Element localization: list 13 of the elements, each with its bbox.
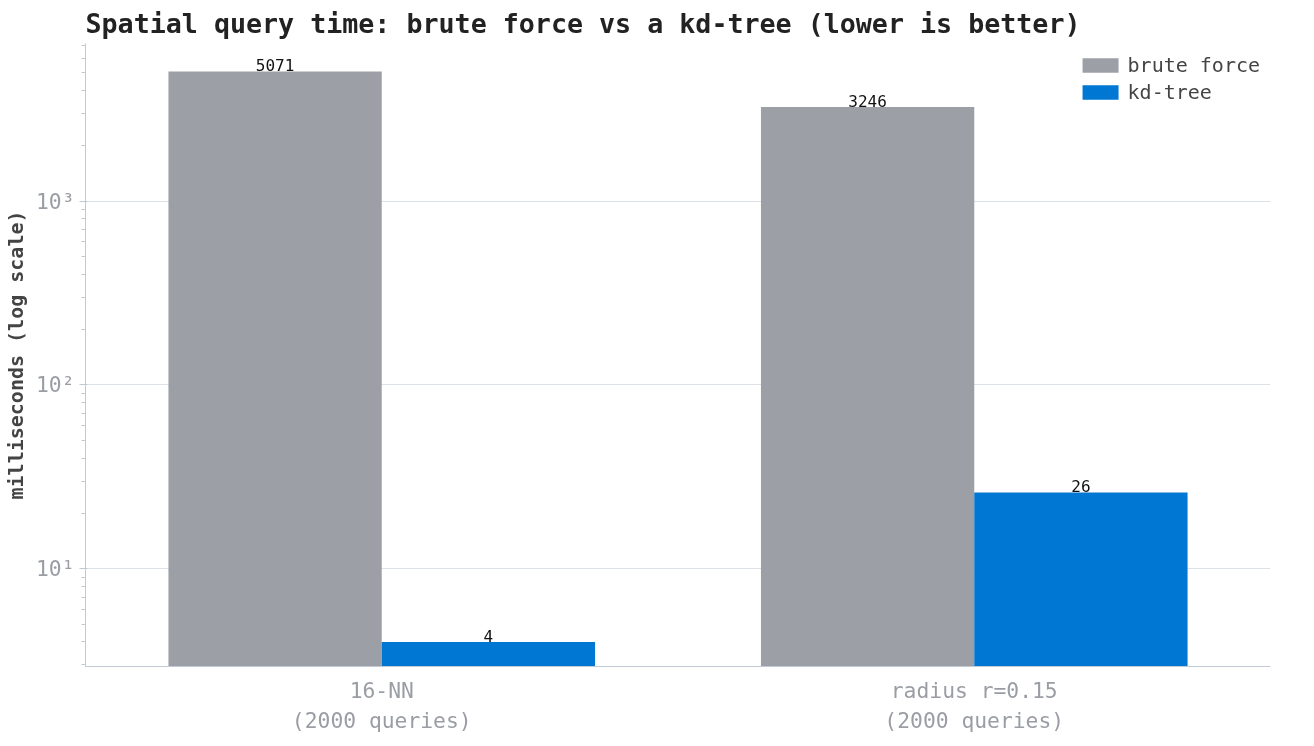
y-axis-title: milliseconds (log scale) [3, 210, 28, 500]
legend-label: brute force [1127, 53, 1260, 77]
data-label: 3246 [848, 92, 887, 112]
x-tick-label: 16-NN (2000 queries) [291, 677, 472, 733]
y-tick-label: 10¹ [35, 556, 75, 582]
legend-label: kd-tree [1127, 80, 1212, 104]
chart-title: Spatial query time: brute force vs a kd-tree (lower is better) [85, 7, 1081, 39]
data-label: 26 [1071, 477, 1091, 497]
x-tick-label: radius r=0.15 (2000 queries) [884, 677, 1065, 733]
y-tick-label: 10³ [35, 188, 75, 214]
y-tick-label: 10² [35, 372, 75, 398]
data-label: 4 [483, 626, 494, 646]
data-label: 5071 [255, 56, 295, 76]
